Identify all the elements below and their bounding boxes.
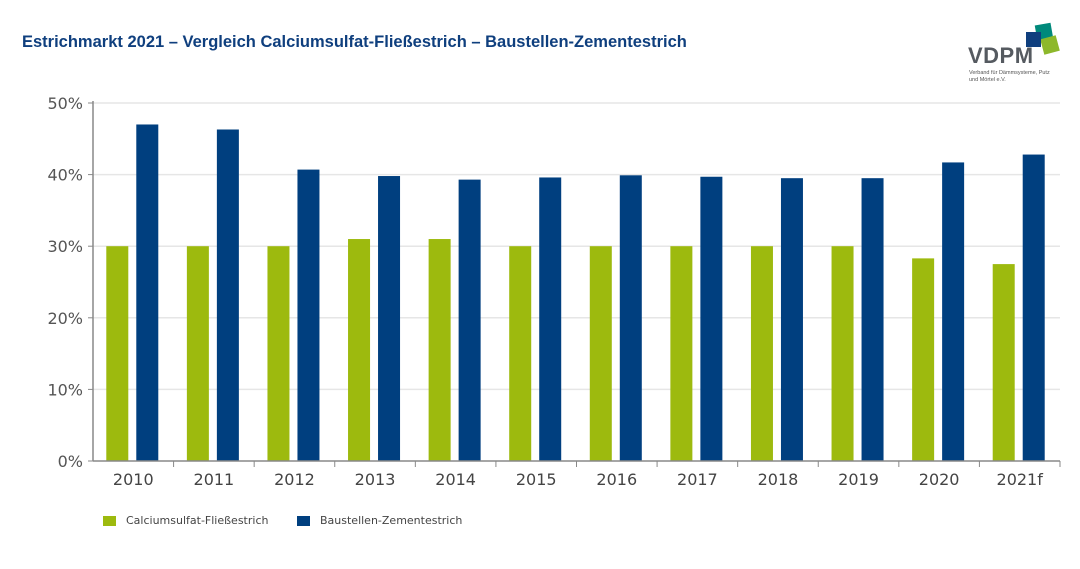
legend-swatch xyxy=(103,515,116,526)
bar-zementestrich-2013 xyxy=(378,176,401,462)
bar-zementestrich-2021f xyxy=(1022,154,1045,461)
x-tick-label: 2019 xyxy=(838,470,879,489)
bar-calciumsulfat-2015 xyxy=(509,246,532,461)
bar-calciumsulfat-2019 xyxy=(831,246,854,461)
bar-zementestrich-2017 xyxy=(700,176,723,462)
x-tick-label: 2018 xyxy=(758,470,799,489)
bar-calciumsulfat-2010 xyxy=(106,246,129,461)
bar-zementestrich-2015 xyxy=(539,177,562,462)
x-tick-label: 2014 xyxy=(435,470,476,489)
y-tick-label: 50% xyxy=(47,94,83,113)
bar-calciumsulfat-2012 xyxy=(267,246,290,461)
y-tick-label: 20% xyxy=(47,309,83,328)
bar-calciumsulfat-2017 xyxy=(670,246,693,461)
legend-item-zementestrich: Baustellen-Zementestrich xyxy=(297,514,462,527)
bar-zementestrich-2012 xyxy=(297,169,320,461)
x-tick-label: 2013 xyxy=(355,470,396,489)
logo-subtitle: Verband für Dämmsysteme, Putz und Mörtel… xyxy=(969,70,1050,83)
x-tick-label: 2011 xyxy=(194,470,235,489)
x-tick-label: 2010 xyxy=(113,470,154,489)
x-tick-label: 2015 xyxy=(516,470,557,489)
x-tick-label: 2012 xyxy=(274,470,315,489)
vdpm-logo: VDPM Verband für Dämmsysteme, Putz und M… xyxy=(962,18,1072,93)
bar-calciumsulfat-2014 xyxy=(428,239,451,461)
bar-zementestrich-2018 xyxy=(780,178,803,461)
bar-zementestrich-2020 xyxy=(942,162,965,462)
x-tick-label: 2021f xyxy=(997,470,1044,489)
bar-calciumsulfat-2018 xyxy=(750,246,773,461)
legend-label: Calciumsulfat-Fließestrich xyxy=(126,514,269,527)
y-tick-label: 40% xyxy=(47,166,83,185)
bar-zementestrich-2010 xyxy=(136,124,159,461)
bar-calciumsulfat-2011 xyxy=(186,246,209,461)
legend-label: Baustellen-Zementestrich xyxy=(320,514,463,527)
bar-calciumsulfat-2021f xyxy=(992,264,1015,461)
y-tick-label: 30% xyxy=(47,237,83,256)
bar-zementestrich-2011 xyxy=(216,129,239,461)
logo-squares-icon xyxy=(1026,22,1060,55)
bar-calciumsulfat-2020 xyxy=(912,258,935,461)
y-tick-label: 10% xyxy=(47,380,83,399)
x-tick-label: 2017 xyxy=(677,470,718,489)
legend-item-calciumsulfat: Calciumsulfat-Fließestrich xyxy=(103,514,268,527)
logo-text: VDPM xyxy=(968,43,1034,68)
x-tick-label: 2016 xyxy=(596,470,637,489)
legend-swatch xyxy=(297,515,310,526)
bar-calciumsulfat-2016 xyxy=(589,246,612,461)
bar-zementestrich-2016 xyxy=(619,175,642,462)
x-tick-label: 2020 xyxy=(919,470,960,489)
chart-title: Estrichmarkt 2021 – Vergleich Calciumsul… xyxy=(22,33,687,51)
bar-zementestrich-2019 xyxy=(861,178,884,461)
y-tick-label: 0% xyxy=(58,452,83,471)
bar-zementestrich-2014 xyxy=(458,179,481,461)
bar-calciumsulfat-2013 xyxy=(348,239,371,461)
